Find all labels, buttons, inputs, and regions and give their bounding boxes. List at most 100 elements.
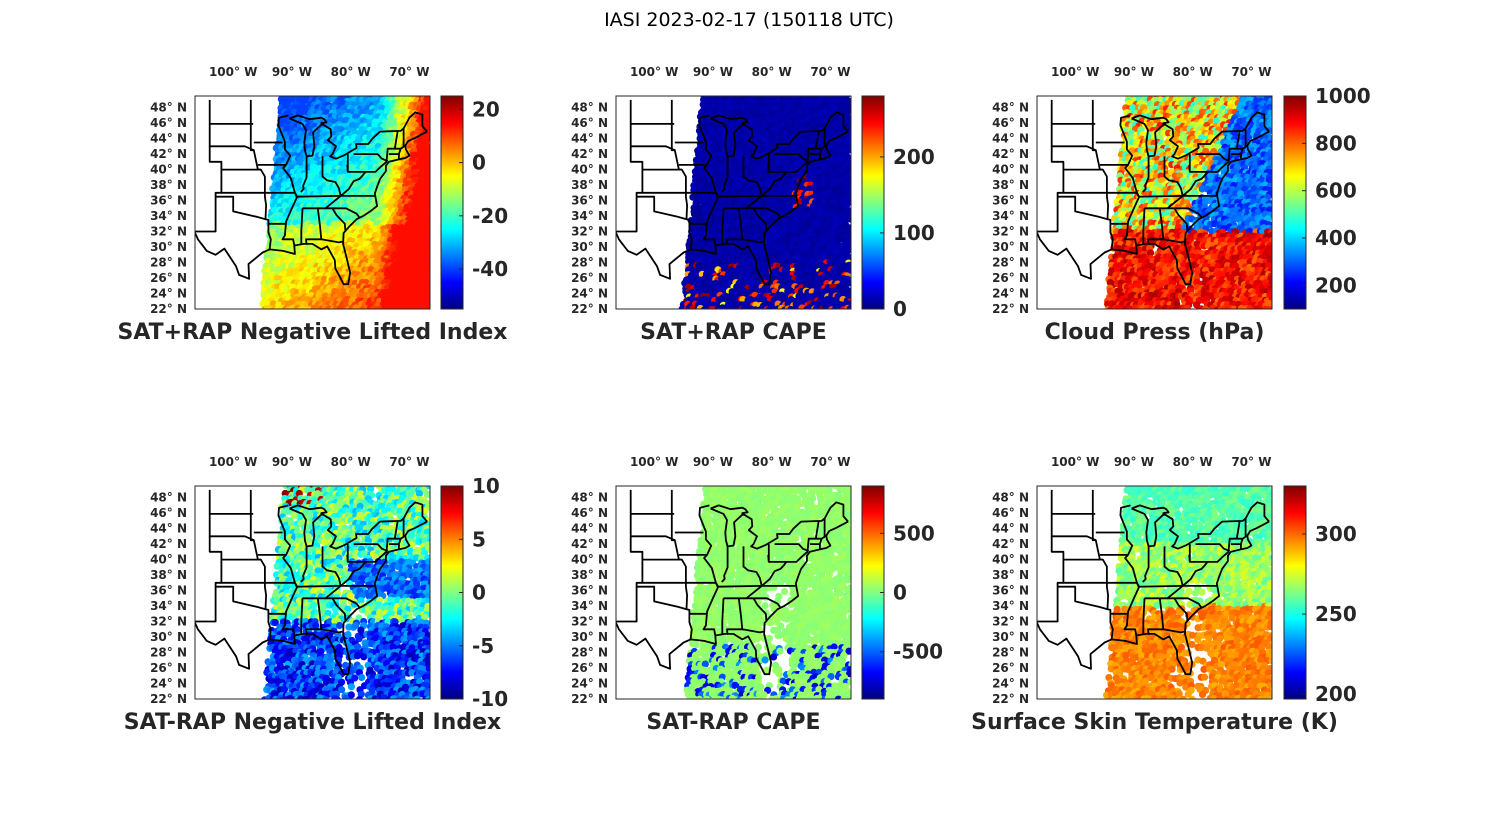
data-point <box>847 160 851 168</box>
data-point <box>846 279 851 287</box>
data-point <box>846 305 851 309</box>
boundary-line <box>742 156 763 197</box>
lon-tick-label: 70° W <box>810 65 850 79</box>
boundary-line <box>215 195 266 221</box>
lat-tick-label: 26° N <box>150 271 187 285</box>
boundary-line <box>721 156 729 193</box>
data-point <box>343 300 351 308</box>
lat-tick-label: 28° N <box>150 256 187 270</box>
data-point <box>423 219 430 227</box>
boundary-line <box>195 99 428 286</box>
lat-tick-label: 36° N <box>571 194 608 208</box>
boundary-line <box>761 171 788 197</box>
lat-tick-label: 38° N <box>150 178 187 192</box>
colorbar-tick-label: 0 <box>893 297 907 321</box>
boundary-line <box>325 207 347 231</box>
data-point <box>423 96 430 103</box>
data-point <box>846 215 851 223</box>
state-boundaries <box>616 99 849 286</box>
boundary-line <box>636 195 687 221</box>
boundary-line <box>332 207 361 219</box>
lat-tick-label: 44° N <box>150 132 187 146</box>
data-point <box>689 305 697 309</box>
boundary-line <box>710 114 749 127</box>
lat-tick-label: 24° N <box>150 287 187 301</box>
data-point <box>427 236 430 244</box>
lat-tick-label: 28° N <box>571 256 608 270</box>
lat-tick-label: 46° N <box>571 116 608 130</box>
map-panel: 100° W 90° W 80° W 70° W48° N46° N44° N42° … <box>992 65 1371 345</box>
data-point <box>425 249 430 257</box>
panels: 100° W 90° W 80° W 70° W48° N46° N44° N42° … <box>118 65 1371 735</box>
data-point <box>299 306 307 309</box>
map-panel: 100° W 90° W 80° W 70° W48° N46° N44° N42° … <box>118 65 509 345</box>
panel-title: SAT+RAP CAPE <box>640 320 827 345</box>
data-point <box>1129 104 1137 112</box>
figure-title: IASI 2023-02-17 (150118 UTC) <box>604 9 894 31</box>
boundary-line <box>774 153 810 162</box>
colorbar <box>440 95 464 310</box>
data-point <box>765 306 773 309</box>
data-point <box>728 296 737 304</box>
lat-tick-label: 26° N <box>571 271 608 285</box>
boundary-line <box>289 114 328 127</box>
boundary-line <box>809 148 823 156</box>
data-point <box>337 257 345 265</box>
boundary-line <box>346 164 349 172</box>
lat-tick-label: 40° N <box>150 163 187 177</box>
boundary-line <box>630 145 676 152</box>
lat-tick-label: 24° N <box>571 287 608 301</box>
data-point <box>800 100 809 108</box>
lon-tick-label: 80° W <box>331 65 371 79</box>
boundary-line <box>723 195 763 210</box>
boundary-line <box>300 156 308 193</box>
colorbar-tick-label: 200 <box>893 145 935 169</box>
data-point <box>813 305 821 309</box>
lat-tick-label: 42° N <box>571 147 608 161</box>
lon-tick-label: 100° W <box>209 65 257 79</box>
data-point <box>424 121 430 129</box>
boundary-line <box>814 130 820 149</box>
boundary-line <box>616 99 849 286</box>
lat-tick-label: 44° N <box>571 132 608 146</box>
lat-tick-label: 40° N <box>571 163 608 177</box>
boundary-line <box>321 238 343 244</box>
data-point <box>388 197 396 206</box>
boundary-line <box>388 148 402 156</box>
boundary-line <box>209 145 255 152</box>
data-swath <box>1104 96 1272 309</box>
colorbar-tick-label: -20 <box>472 204 508 228</box>
lon-tick-label: 70° W <box>389 65 429 79</box>
boundary-line <box>742 238 764 244</box>
boundary-line <box>340 171 367 197</box>
data-point <box>423 305 430 309</box>
lat-tick-label: 48° N <box>150 101 187 115</box>
lat-tick-label: 32° N <box>571 225 608 239</box>
boundary-line <box>302 195 342 210</box>
data-point <box>747 296 755 304</box>
map-panel: 100° W 90° W 80° W 70° W 48° N46° N 44° N42° … <box>571 65 935 345</box>
lat-tick-label: 22° N <box>571 302 608 316</box>
data-swath <box>259 96 430 309</box>
lon-tick-label: 90° W <box>693 65 733 79</box>
data-point <box>375 305 384 309</box>
lon-tick-label: 80° W <box>752 65 792 79</box>
colorbar-tick-label: 0 <box>472 151 486 175</box>
boundary-line <box>698 114 720 246</box>
data-point <box>798 304 806 309</box>
data-point <box>694 197 702 206</box>
data-point <box>336 304 344 309</box>
lat-tick-label: 34° N <box>150 209 187 223</box>
lat-tick-label: 22° N <box>150 302 187 316</box>
data-point <box>806 185 814 193</box>
boundary-line <box>321 156 342 197</box>
lat-tick-label: 36° N <box>150 194 187 208</box>
lon-tick-label: 100° W <box>630 65 678 79</box>
colorbar-tick-label: 100 <box>893 221 935 245</box>
lat-tick-label: 48° N <box>571 101 608 115</box>
boundary-line <box>744 111 849 160</box>
lat-tick-label: 34° N <box>571 209 608 223</box>
data-point <box>844 138 851 147</box>
lat-tick-label: 46° N <box>150 116 187 130</box>
